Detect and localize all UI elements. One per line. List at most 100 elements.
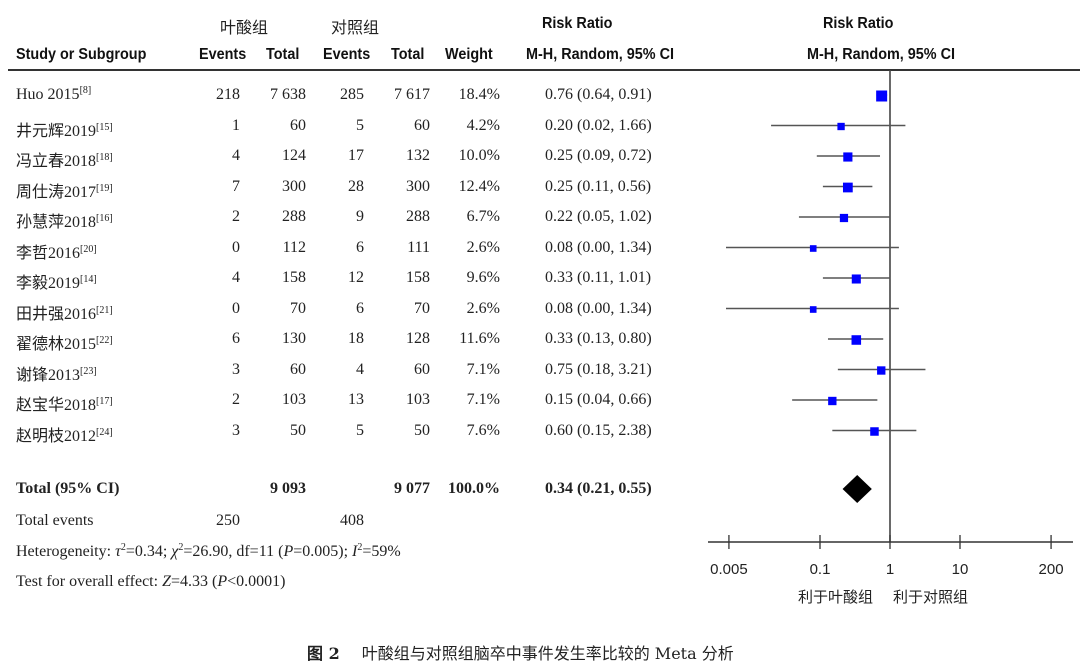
study-reference: [19]	[96, 182, 113, 194]
z-symbol: Z	[162, 573, 171, 590]
total-ctrl: 9 077	[394, 480, 430, 497]
header-total-ctrl: Total	[391, 46, 425, 63]
group-header-control: 对照组	[331, 18, 380, 37]
total-events-ctrl: 408	[340, 512, 364, 529]
point-estimate-marker	[877, 366, 886, 375]
figure-caption-text: 叶酸组与对照组脑卒中事件发生率比较的 Meta 分析	[361, 644, 734, 663]
total-exp: 60	[290, 116, 306, 134]
study-name-text: 赵明枝2012	[16, 427, 97, 445]
figure-number: 图 2	[307, 644, 340, 663]
events-ctrl: 4	[356, 360, 364, 378]
chi-sq: 2	[178, 542, 184, 553]
point-estimate-marker	[851, 274, 861, 284]
study-name-text: 井元辉2019	[16, 122, 97, 140]
point-estimate-marker	[876, 90, 888, 102]
total-exp: 300	[282, 177, 306, 195]
study-reference: [21]	[96, 304, 113, 316]
x-tick-label: 1	[886, 561, 894, 578]
risk-ratio-ci: 0.08 (0.00, 1.34)	[545, 299, 652, 317]
study-name-text: Huo 2015	[16, 86, 80, 103]
study-name: 赵宝华2018[17]	[16, 391, 113, 415]
events-ctrl: 285	[340, 86, 364, 103]
events-ctrl: 13	[348, 391, 364, 408]
study-name-text: 李哲2016	[16, 244, 81, 262]
study-name: 李哲2016[20]	[16, 239, 97, 263]
weight: 7.1%	[466, 360, 500, 378]
events-ctrl: 6	[356, 238, 364, 256]
study-name: 田井强2016[21]	[16, 300, 113, 324]
study-name-text: 冯立春2018	[16, 153, 97, 170]
total-exp: 50	[290, 421, 306, 439]
point-estimate-marker	[843, 152, 853, 162]
point-estimate-marker	[851, 335, 862, 345]
study-name: 李毅2019[14]	[16, 269, 97, 293]
point-estimate-marker	[839, 213, 849, 223]
figure-caption: 图 2 叶酸组与对照组脑卒中事件发生率比较的 Meta 分析	[307, 640, 734, 664]
overall-p-symbol: P	[217, 573, 228, 590]
total-exp: 70	[290, 299, 306, 317]
events-exp: 4	[232, 269, 240, 286]
total-label: Total (95% CI)	[16, 480, 120, 497]
tau-value: =0.34;	[125, 543, 172, 560]
point-estimate-marker	[809, 306, 817, 313]
axis-label-favours-exp: 利于叶酸组	[798, 588, 874, 606]
total-exp: 60	[290, 360, 306, 378]
study-name: 赵明枝2012[24]	[16, 422, 113, 446]
x-tick-label: 0.005	[710, 561, 748, 578]
overall-effect: Test for overall effect: Z=4.33 (P<0.000…	[16, 573, 285, 591]
study-name-text: 孙慧萍2018	[16, 214, 97, 231]
study-name: 谢锋2013[23]	[16, 361, 97, 385]
pooled-estimate-diamond	[842, 475, 872, 503]
x-tick-label: 0.1	[810, 561, 831, 578]
chi-symbol: χ	[171, 543, 179, 560]
point-estimate-marker	[809, 245, 817, 252]
total-ctrl: 50	[414, 421, 430, 439]
study-name: Huo 2015[8]	[16, 86, 91, 104]
study-reference: [18]	[96, 152, 113, 163]
header-rule	[8, 69, 1080, 71]
point-estimate-marker	[828, 396, 837, 406]
total-ctrl: 60	[414, 116, 430, 134]
x-tick-label: 200	[1039, 561, 1064, 578]
total-ci: 0.34 (0.21, 0.55)	[545, 480, 652, 497]
study-name-text: 谢锋2013	[16, 366, 81, 384]
events-ctrl: 28	[348, 177, 364, 195]
i-sq: 2	[357, 542, 363, 553]
x-tick-label: 10	[952, 561, 969, 578]
study-name: 翟德林2015[22]	[16, 330, 113, 354]
total-ctrl: 300	[406, 177, 430, 195]
study-reference: [15]	[96, 121, 113, 133]
i-value: =59%	[362, 543, 401, 560]
events-exp: 2	[232, 391, 240, 408]
events-exp: 2	[232, 208, 240, 225]
total-exp: 103	[282, 391, 306, 408]
events-ctrl: 9	[356, 208, 364, 225]
i-symbol: I	[352, 543, 358, 560]
study-name-text: 周仕涛2017	[16, 183, 97, 201]
total-ctrl: 288	[406, 208, 430, 225]
heterogeneity-prefix: Heterogeneity:	[16, 543, 116, 560]
p-value: =0.005);	[293, 543, 353, 560]
weight: 7.6%	[466, 421, 500, 439]
study-name-text: 翟德林2015	[16, 336, 97, 353]
risk-ratio-ci: 0.15 (0.04, 0.66)	[545, 391, 652, 408]
events-exp: 0	[232, 299, 240, 317]
weight: 18.4%	[458, 86, 500, 103]
overall-prefix: Test for overall effect:	[16, 573, 163, 590]
weight: 10.0%	[458, 147, 500, 164]
risk-ratio-ci: 0.25 (0.11, 0.56)	[545, 177, 652, 195]
study-reference: [14]	[80, 274, 97, 285]
events-exp: 6	[232, 330, 240, 347]
events-exp: 7	[232, 177, 240, 195]
header-study: Study or Subgroup	[16, 46, 147, 63]
overall-p-value: <0.0001)	[227, 573, 286, 590]
events-exp: 218	[216, 86, 240, 103]
study-name-text: 田井强2016	[16, 305, 97, 323]
p-symbol: P	[283, 543, 294, 560]
events-ctrl: 12	[348, 269, 364, 286]
tau-sq: 2	[120, 542, 126, 553]
total-events-exp: 250	[216, 512, 240, 529]
weight: 6.7%	[466, 208, 500, 225]
events-ctrl: 6	[356, 299, 364, 317]
heterogeneity-stats: Heterogeneity: τ2=0.34; χ2=26.90, df=11 …	[16, 543, 401, 561]
